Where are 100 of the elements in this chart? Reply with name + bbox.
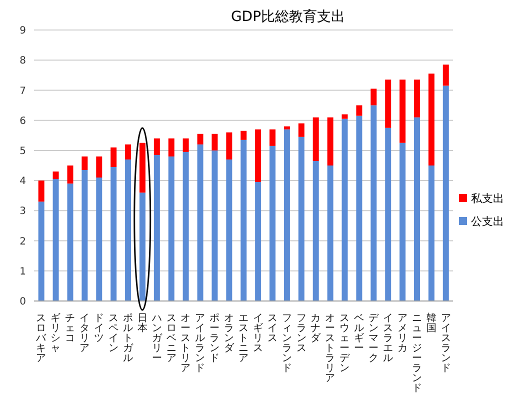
bar <box>327 166 334 301</box>
bar <box>428 74 434 166</box>
y-tick-label: 7 <box>20 86 26 97</box>
bar <box>52 179 59 301</box>
x-tick-label: オランダ <box>224 313 236 354</box>
x-tick-label: デンマーク <box>368 313 380 364</box>
bar <box>327 117 334 166</box>
chart-title: GDP比総教育支出 <box>230 8 346 26</box>
bar <box>52 172 59 180</box>
bar <box>38 180 44 202</box>
bar <box>212 150 218 301</box>
bar <box>110 147 117 168</box>
y-tick-label: 2 <box>20 236 26 248</box>
legend-label: 公支出 <box>471 214 504 228</box>
x-tick-label: ポーランド <box>210 313 220 364</box>
bar <box>212 134 218 150</box>
bar <box>370 105 377 301</box>
bar <box>400 142 406 301</box>
bar <box>182 138 189 152</box>
y-tick-label: 5 <box>20 146 26 157</box>
bar <box>442 64 449 86</box>
x-tick-label: スロバキア <box>35 313 48 364</box>
bar <box>284 129 290 301</box>
x-tick-label: イタリア <box>80 313 90 354</box>
bar <box>414 117 420 301</box>
bar <box>182 152 189 301</box>
bar <box>125 159 132 301</box>
x-tick-label: ポルトガル <box>122 313 134 364</box>
bar <box>342 118 348 301</box>
bar <box>168 156 174 301</box>
bar <box>38 202 44 301</box>
x-tick-label: スイス <box>267 313 278 344</box>
bar <box>154 138 160 155</box>
bar <box>270 146 276 301</box>
bar <box>312 117 319 161</box>
x-tick-label: ベルギー <box>354 313 364 354</box>
bar <box>67 166 74 184</box>
y-tick-label: 8 <box>20 56 26 67</box>
x-tick-label: ハンガリー <box>150 313 163 364</box>
bar <box>370 88 377 106</box>
bar <box>139 192 146 301</box>
bar <box>197 144 204 301</box>
bar <box>342 114 348 119</box>
x-tick-label: スウェーデン <box>340 313 351 374</box>
x-tick-label: ドイツ <box>94 313 104 344</box>
bar <box>168 138 174 156</box>
x-tick-label: ニュージーランド <box>412 313 422 394</box>
bar <box>400 80 406 143</box>
x-tick-label: イギリス <box>252 313 263 354</box>
x-tick-label: チェコ <box>65 313 76 344</box>
legend-label: 私支出 <box>471 190 504 206</box>
bar <box>312 160 319 301</box>
x-tick-label: イスラエル <box>382 313 393 364</box>
x-tick-label: オーストラリア <box>325 313 336 384</box>
bar <box>240 140 247 301</box>
x-tick-label: エストニア <box>238 313 248 364</box>
y-tick-label: 9 <box>20 26 26 37</box>
bar <box>139 142 146 193</box>
y-tick-label: 3 <box>20 206 26 218</box>
y-tick-label: 1 <box>20 266 26 278</box>
bar <box>154 154 160 301</box>
y-tick-label: 6 <box>20 116 26 127</box>
bar <box>385 80 392 128</box>
y-tick-label: 4 <box>20 176 26 188</box>
bar <box>82 156 88 170</box>
bar <box>125 144 132 160</box>
bar <box>96 178 102 301</box>
bar <box>298 136 304 301</box>
bar <box>226 132 232 160</box>
x-tick-label: フランス <box>296 313 306 354</box>
bar <box>442 86 449 301</box>
x-tick-label: オーストリア <box>180 313 191 374</box>
bar <box>255 182 262 301</box>
x-tick-label: アイルランド <box>195 313 206 374</box>
bar <box>240 130 247 140</box>
bar <box>67 184 74 301</box>
x-tick-label: カナダ <box>310 313 322 344</box>
bar <box>298 123 304 137</box>
bar <box>428 166 434 301</box>
bar <box>284 126 290 130</box>
x-tick-label: 韓国 <box>426 312 436 334</box>
bar <box>197 134 204 144</box>
bar <box>385 128 392 301</box>
bar <box>270 129 276 146</box>
x-tick-label: スロベニア <box>166 313 176 364</box>
bar <box>110 167 117 301</box>
x-tick-label: アイスランド <box>440 313 451 374</box>
bar <box>356 116 362 301</box>
bar <box>96 156 102 178</box>
bar <box>414 80 420 118</box>
bar <box>226 159 232 301</box>
x-tick-label: 日本 <box>137 313 148 334</box>
x-tick-label: アメリカ <box>397 313 408 354</box>
bar <box>356 105 362 116</box>
bar <box>82 170 88 301</box>
bar <box>255 129 262 182</box>
x-tick-label: ギリシャ <box>50 312 61 354</box>
y-tick-label: 0 <box>20 296 26 308</box>
x-tick-label: スペイン <box>108 313 118 354</box>
x-tick-label: フィンランド <box>282 313 292 374</box>
